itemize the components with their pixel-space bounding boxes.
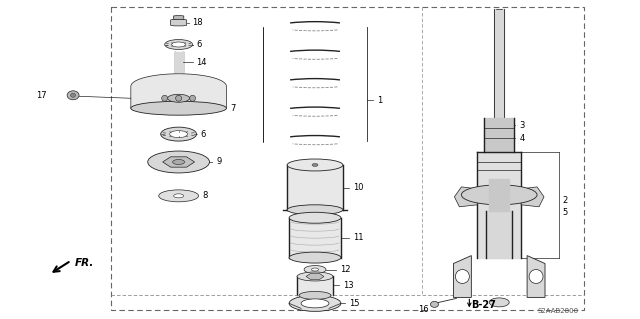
Text: 10: 10 <box>353 183 364 192</box>
Text: 14: 14 <box>196 58 207 67</box>
Ellipse shape <box>289 295 341 311</box>
Polygon shape <box>521 187 544 207</box>
Ellipse shape <box>461 185 537 205</box>
Ellipse shape <box>67 91 79 100</box>
Ellipse shape <box>70 93 76 97</box>
Text: 1: 1 <box>377 96 382 105</box>
Circle shape <box>162 95 168 101</box>
Ellipse shape <box>168 94 189 102</box>
Ellipse shape <box>304 265 326 273</box>
Ellipse shape <box>287 159 343 171</box>
Text: B-27: B-27 <box>471 300 496 310</box>
Ellipse shape <box>173 160 184 165</box>
Text: 12: 12 <box>340 265 351 274</box>
Text: 9: 9 <box>216 158 221 167</box>
Polygon shape <box>306 273 324 279</box>
Circle shape <box>189 95 196 101</box>
Text: 15: 15 <box>349 299 360 308</box>
Polygon shape <box>454 187 477 207</box>
Ellipse shape <box>312 163 318 167</box>
Ellipse shape <box>299 292 331 300</box>
Ellipse shape <box>289 252 341 263</box>
Circle shape <box>175 95 182 101</box>
Ellipse shape <box>431 301 438 307</box>
Circle shape <box>456 270 469 284</box>
Polygon shape <box>171 19 187 26</box>
Polygon shape <box>163 157 195 167</box>
Text: 11: 11 <box>353 233 364 242</box>
Ellipse shape <box>297 272 333 281</box>
Text: 6: 6 <box>196 40 202 49</box>
Ellipse shape <box>172 42 186 47</box>
Ellipse shape <box>131 101 227 115</box>
Text: 2: 2 <box>562 196 567 205</box>
Ellipse shape <box>287 205 343 215</box>
Text: 17: 17 <box>36 91 47 100</box>
Ellipse shape <box>164 40 193 49</box>
Ellipse shape <box>159 190 198 202</box>
Text: 16: 16 <box>418 305 429 314</box>
Circle shape <box>529 270 543 284</box>
Ellipse shape <box>161 127 196 141</box>
Text: FR.: FR. <box>75 257 95 268</box>
Text: S2AAB2800: S2AAB2800 <box>538 308 579 314</box>
Ellipse shape <box>289 212 341 223</box>
Ellipse shape <box>170 130 188 137</box>
Ellipse shape <box>301 299 329 308</box>
Text: 3: 3 <box>519 121 525 130</box>
Ellipse shape <box>312 268 319 271</box>
Ellipse shape <box>148 151 209 173</box>
Text: 7: 7 <box>230 104 236 113</box>
Text: 13: 13 <box>343 281 353 290</box>
Text: 5: 5 <box>562 208 567 217</box>
Text: 8: 8 <box>202 191 208 200</box>
Polygon shape <box>453 256 471 297</box>
Ellipse shape <box>173 194 184 198</box>
Text: 6: 6 <box>200 130 206 139</box>
Polygon shape <box>131 74 227 108</box>
Polygon shape <box>527 256 545 297</box>
Text: 18: 18 <box>193 18 203 27</box>
Polygon shape <box>173 16 184 19</box>
Ellipse shape <box>489 298 509 307</box>
Text: 4: 4 <box>519 134 524 143</box>
